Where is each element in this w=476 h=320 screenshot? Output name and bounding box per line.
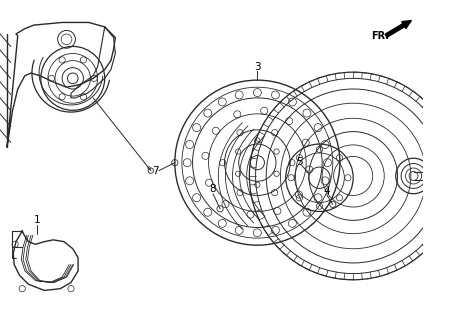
Text: 5: 5 (296, 157, 303, 167)
Text: 8: 8 (209, 184, 216, 194)
FancyArrow shape (384, 20, 410, 37)
Text: 4: 4 (323, 186, 329, 196)
Text: 7: 7 (152, 166, 159, 176)
Text: FR.: FR. (370, 31, 388, 41)
Text: 1: 1 (34, 215, 40, 225)
Text: 3: 3 (254, 62, 260, 72)
